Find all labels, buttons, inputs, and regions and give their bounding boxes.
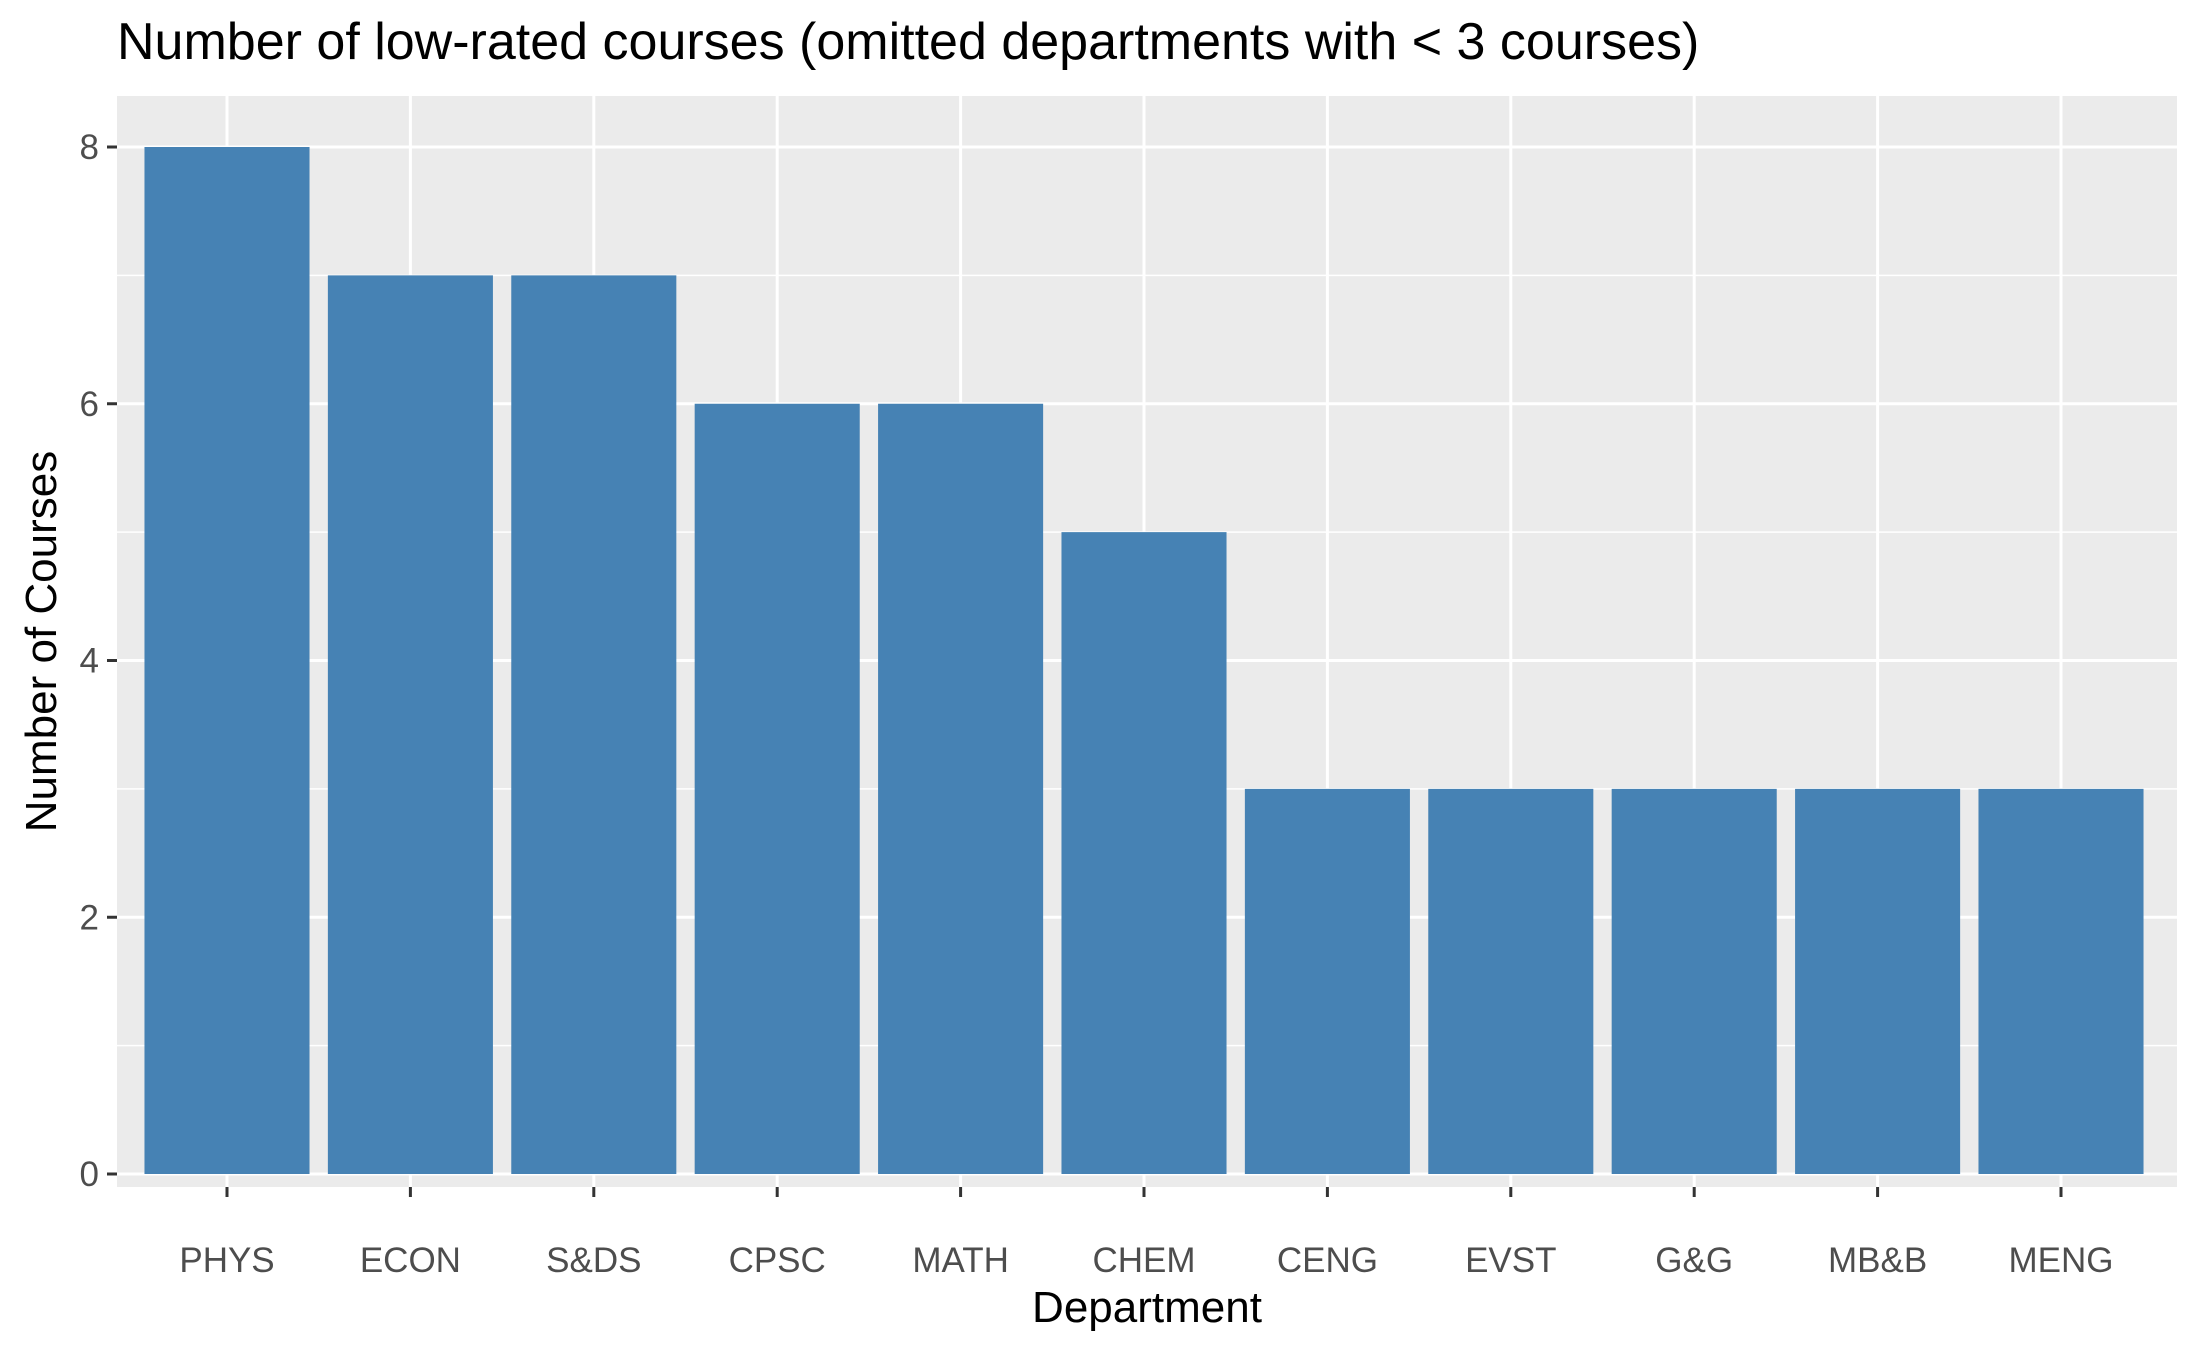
chart-title: Number of low-rated courses (omitted dep… xyxy=(117,13,1700,71)
y-tick-label: 2 xyxy=(80,898,99,937)
x-tick-label: S&DS xyxy=(546,1241,641,1280)
bar-mb-b xyxy=(1795,788,1961,1174)
x-tick-label: MATH xyxy=(912,1241,1009,1280)
x-tick-label: PHYS xyxy=(179,1241,274,1280)
y-axis-title: Number of Courses xyxy=(17,451,66,832)
x-tick-label: CENG xyxy=(1277,1241,1378,1280)
bar-ceng xyxy=(1244,788,1410,1174)
bar-evst xyxy=(1428,788,1594,1174)
y-tick-label: 8 xyxy=(80,128,99,167)
bar-phys xyxy=(144,147,310,1174)
bar-math xyxy=(878,403,1044,1174)
y-tick-label: 0 xyxy=(80,1155,99,1194)
y-axis: 0 2 4 6 8 xyxy=(80,128,117,1194)
bar-meng xyxy=(1978,788,2144,1174)
x-axis: PHYS ECON S&DS CPSC MATH CHEM CENG EVST G&G MB&B M… xyxy=(179,1187,2114,1280)
y-tick-label: 6 xyxy=(80,385,99,424)
bar-chem xyxy=(1061,532,1227,1174)
x-tick-label: G&G xyxy=(1655,1241,1733,1280)
x-tick-label: EVST xyxy=(1465,1241,1556,1280)
x-tick-label: MENG xyxy=(2009,1241,2114,1280)
x-axis-title: Department xyxy=(1032,1283,1262,1332)
bar-s-ds xyxy=(511,275,677,1174)
bar-cpsc xyxy=(694,403,860,1174)
x-tick-label: CPSC xyxy=(729,1241,826,1280)
x-tick-label: ECON xyxy=(360,1241,461,1280)
x-tick-label: MB&B xyxy=(1828,1241,1927,1280)
bar-econ xyxy=(327,275,493,1174)
x-tick-label: CHEM xyxy=(1092,1241,1195,1280)
bar-g-g xyxy=(1611,788,1777,1174)
y-tick-label: 4 xyxy=(80,642,99,681)
bars xyxy=(144,147,2144,1174)
